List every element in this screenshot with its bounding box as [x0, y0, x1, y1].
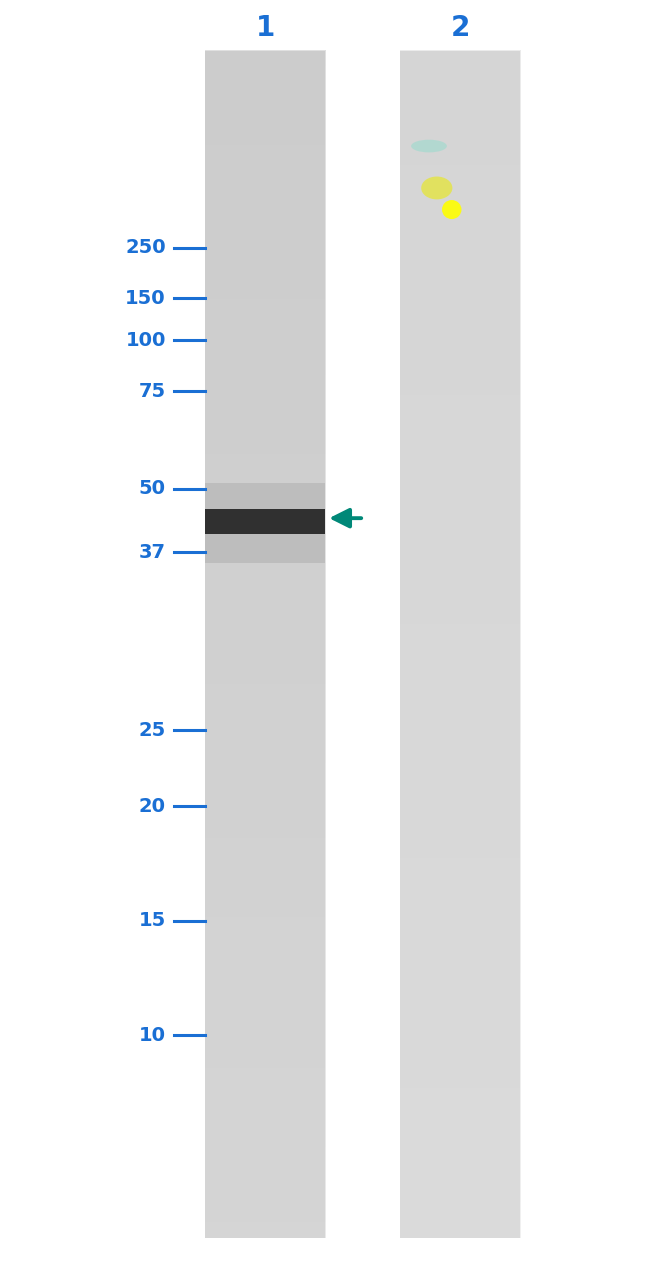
Text: 250: 250: [125, 239, 166, 257]
Text: 75: 75: [138, 382, 166, 400]
Text: 2: 2: [450, 14, 470, 42]
Text: 100: 100: [125, 331, 166, 349]
Text: 37: 37: [138, 544, 166, 561]
Bar: [400, 51, 520, 1238]
Text: 20: 20: [138, 798, 166, 815]
Ellipse shape: [442, 199, 462, 220]
Bar: [205, 51, 325, 1238]
Text: 1: 1: [255, 14, 275, 42]
Text: 10: 10: [138, 1026, 166, 1044]
Bar: [205, 509, 325, 535]
Bar: [205, 483, 325, 563]
Text: 15: 15: [138, 912, 166, 930]
Text: 150: 150: [125, 290, 166, 307]
Text: 50: 50: [138, 480, 166, 498]
Ellipse shape: [421, 177, 452, 199]
Ellipse shape: [411, 140, 447, 152]
Text: 25: 25: [138, 721, 166, 739]
